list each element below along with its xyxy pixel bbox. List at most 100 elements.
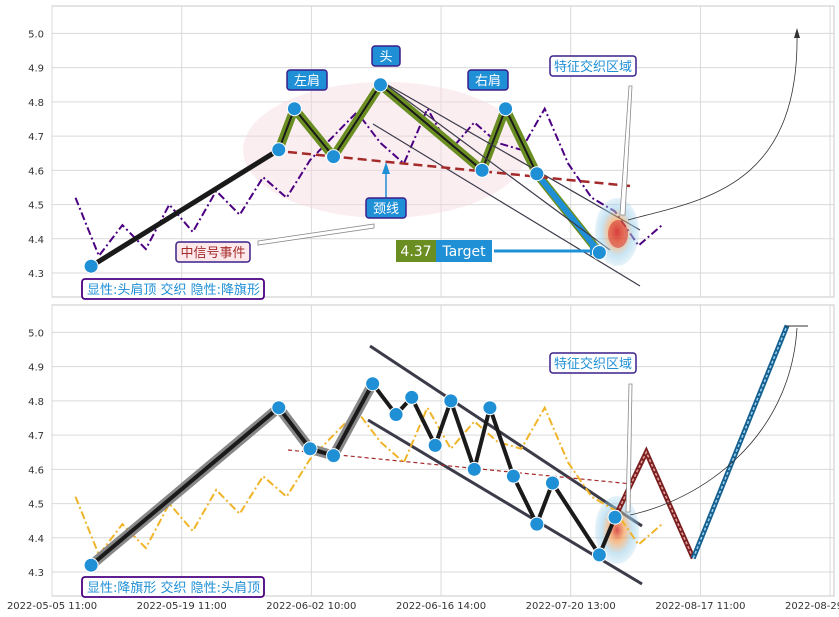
projection-up-dash	[692, 325, 788, 559]
bottom-channel-upper	[369, 344, 643, 528]
bottom-pivot-markers	[83, 376, 623, 573]
y-tick-label: 4.9	[28, 64, 44, 75]
target-label: 4.37 Target	[396, 240, 492, 262]
pivot-marker	[443, 393, 459, 409]
event-pointer	[257, 223, 375, 246]
pivot-marker	[607, 509, 623, 525]
y-tick-label: 4.7	[28, 431, 44, 442]
y-tick-label: 4.6	[28, 166, 44, 177]
event-label-text: 中信号事件	[180, 246, 245, 261]
bottom-pattern-info: 显性:降旗形 交织 隐性:头肩顶	[81, 576, 265, 598]
x-tick-label: 2022-07-20 13:00	[526, 601, 616, 612]
right-shoulder-label: 右肩	[467, 69, 509, 91]
neckline	[287, 150, 631, 188]
pivot-marker	[591, 547, 607, 563]
pivot-marker	[302, 441, 318, 457]
y-tick-label: 4.7	[28, 132, 44, 143]
top-gridlines	[51, 6, 834, 297]
y-tick-label: 4.5	[28, 500, 44, 511]
pivot-marker	[466, 461, 482, 477]
top-y-tick-labels: 4.3 4.4 4.5 4.6 4.7 4.8 4.9 5.0	[28, 29, 44, 280]
target-text: Target	[441, 244, 486, 260]
bottom-zone-label-text: 特征交织区域	[554, 356, 632, 372]
pivot-marker	[326, 448, 342, 464]
pivot-marker	[404, 389, 420, 405]
target-segment	[534, 171, 602, 255]
pivot-marker	[365, 376, 381, 392]
y-tick-label: 5.0	[28, 29, 44, 40]
pivot-marker	[286, 101, 302, 117]
channel-mid-line	[384, 83, 611, 251]
pivot-marker	[271, 142, 287, 158]
bottom-panel: 4.3 4.4 4.5 4.6 4.7 4.8 4.9 5.0 2022-05-05 11:0…	[7, 304, 839, 612]
right-shoulder-text: 右肩	[475, 73, 501, 89]
pivot-marker	[544, 475, 560, 491]
top-pattern-info: 显性:头肩顶 交织 隐性:降旗形	[81, 278, 265, 300]
bottom-y-tick-labels: 4.3 4.4 4.5 4.6 4.7 4.8 4.9 5.0	[28, 328, 44, 579]
pivot-marker	[498, 101, 514, 117]
projection-down-dash	[614, 450, 694, 559]
neckline-label: 颈线	[365, 197, 407, 219]
y-tick-label: 4.3	[28, 269, 44, 280]
y-tick-label: 4.8	[28, 98, 44, 109]
y-tick-label: 4.5	[28, 201, 44, 212]
bottom-neckline	[287, 449, 633, 485]
pivot-marker	[83, 557, 99, 573]
pivot-marker	[326, 149, 342, 165]
top-pattern-info-text: 显性:头肩顶 交织 隐性:降旗形	[87, 282, 260, 298]
bottom-zone-label: 特征交织区域	[549, 352, 637, 374]
bottom-pattern-info-text: 显性:降旗形 交织 隐性:头肩顶	[87, 580, 260, 596]
x-tick-label: 2022-05-19 11:00	[137, 601, 227, 612]
channel-lower-line	[372, 123, 641, 287]
pattern-line	[89, 381, 617, 567]
top-pivot-markers	[83, 77, 607, 274]
x-tick-labels: 2022-05-05 11:00 2022-05-19 11:00 2022-06-…	[7, 601, 839, 612]
zone-label-text: 特征交织区域	[554, 59, 632, 75]
pivot-marker	[482, 400, 498, 416]
pivot-marker	[427, 437, 443, 453]
neckline-pointer	[382, 162, 390, 174]
y-tick-label: 4.3	[28, 568, 44, 579]
left-shoulder-text: 左肩	[294, 73, 320, 89]
left-shoulder-label: 左肩	[286, 69, 328, 91]
x-tick-label: 2022-08-17 11:00	[655, 601, 745, 612]
x-tick-label: 2022-08-29 13:00	[785, 601, 839, 612]
x-tick-label: 2022-05-05 11:00	[7, 601, 97, 612]
bottom-zone-circle	[595, 496, 639, 564]
pivot-marker	[591, 244, 607, 260]
head-label-text: 头	[379, 50, 392, 65]
bottom-plot-frame	[51, 304, 835, 597]
target-value: 4.37	[400, 244, 431, 260]
pivot-marker	[388, 407, 404, 423]
bottom-projection	[612, 324, 790, 560]
y-tick-label: 4.9	[28, 363, 44, 374]
zone-pointer	[619, 85, 633, 216]
y-tick-label: 4.8	[28, 397, 44, 408]
pivot-marker	[529, 516, 545, 532]
top-series	[74, 80, 663, 269]
pivot-marker	[505, 468, 521, 484]
pattern-line	[277, 83, 601, 254]
pivot-marker	[83, 258, 99, 274]
zone-circle-inner	[608, 220, 628, 248]
bottom-projection-curve	[629, 327, 798, 516]
projection-arrowhead	[794, 28, 800, 38]
top-panel: 4.3 4.4 4.5 4.6 4.7 4.8 4.9 5.0 头	[28, 5, 835, 300]
event-label: 中信号事件	[175, 241, 251, 263]
y-tick-label: 4.6	[28, 465, 44, 476]
projection-curve	[627, 31, 798, 221]
y-tick-label: 5.0	[28, 328, 44, 339]
y-tick-label: 4.4	[28, 235, 44, 246]
x-tick-label: 2022-06-16 14:00	[396, 601, 486, 612]
price-line	[74, 405, 663, 557]
bottom-zone-pointer	[625, 383, 633, 513]
channel-upper-line	[385, 83, 641, 231]
pivot-marker	[271, 400, 287, 416]
head-label: 头	[371, 45, 401, 67]
head-shoulders-region	[243, 82, 527, 218]
pivot-marker	[474, 162, 490, 178]
y-tick-label: 4.4	[28, 534, 44, 545]
neckline-text: 颈线	[373, 202, 399, 217]
pivot-marker	[529, 166, 545, 182]
